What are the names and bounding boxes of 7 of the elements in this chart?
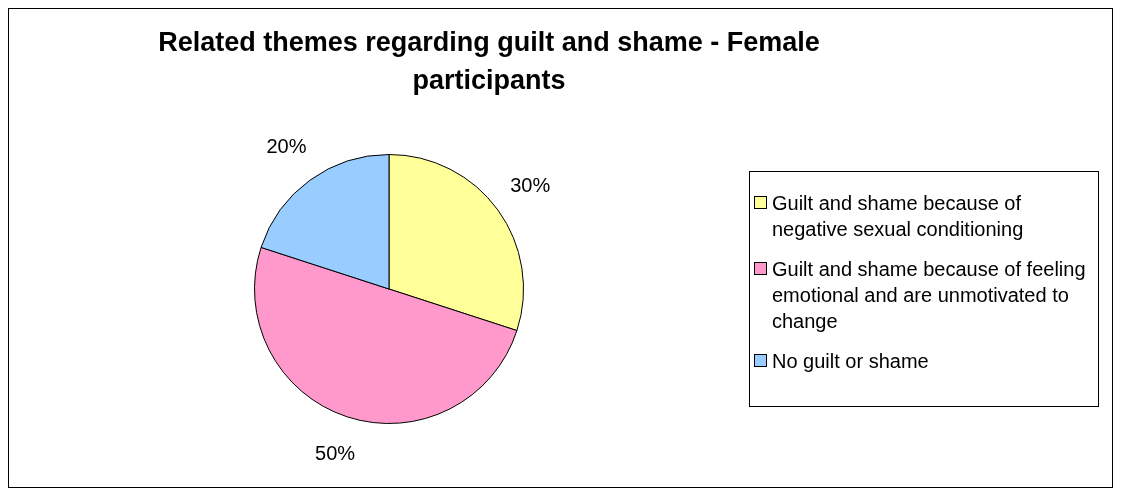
data-label: 50% xyxy=(315,442,356,465)
chart-title: Related themes regarding guilt and shame - Female participants xyxy=(157,26,821,97)
legend-label: Guilt and shame because of feeling emotional and are unmotivated to change xyxy=(772,257,1087,334)
legend-label: Guilt and shame because of negative sexual conditioning xyxy=(772,191,1025,242)
data-label: 20% xyxy=(266,135,307,158)
legend-label: No guilt or shame xyxy=(772,349,929,374)
data-label: 30% xyxy=(510,173,551,196)
